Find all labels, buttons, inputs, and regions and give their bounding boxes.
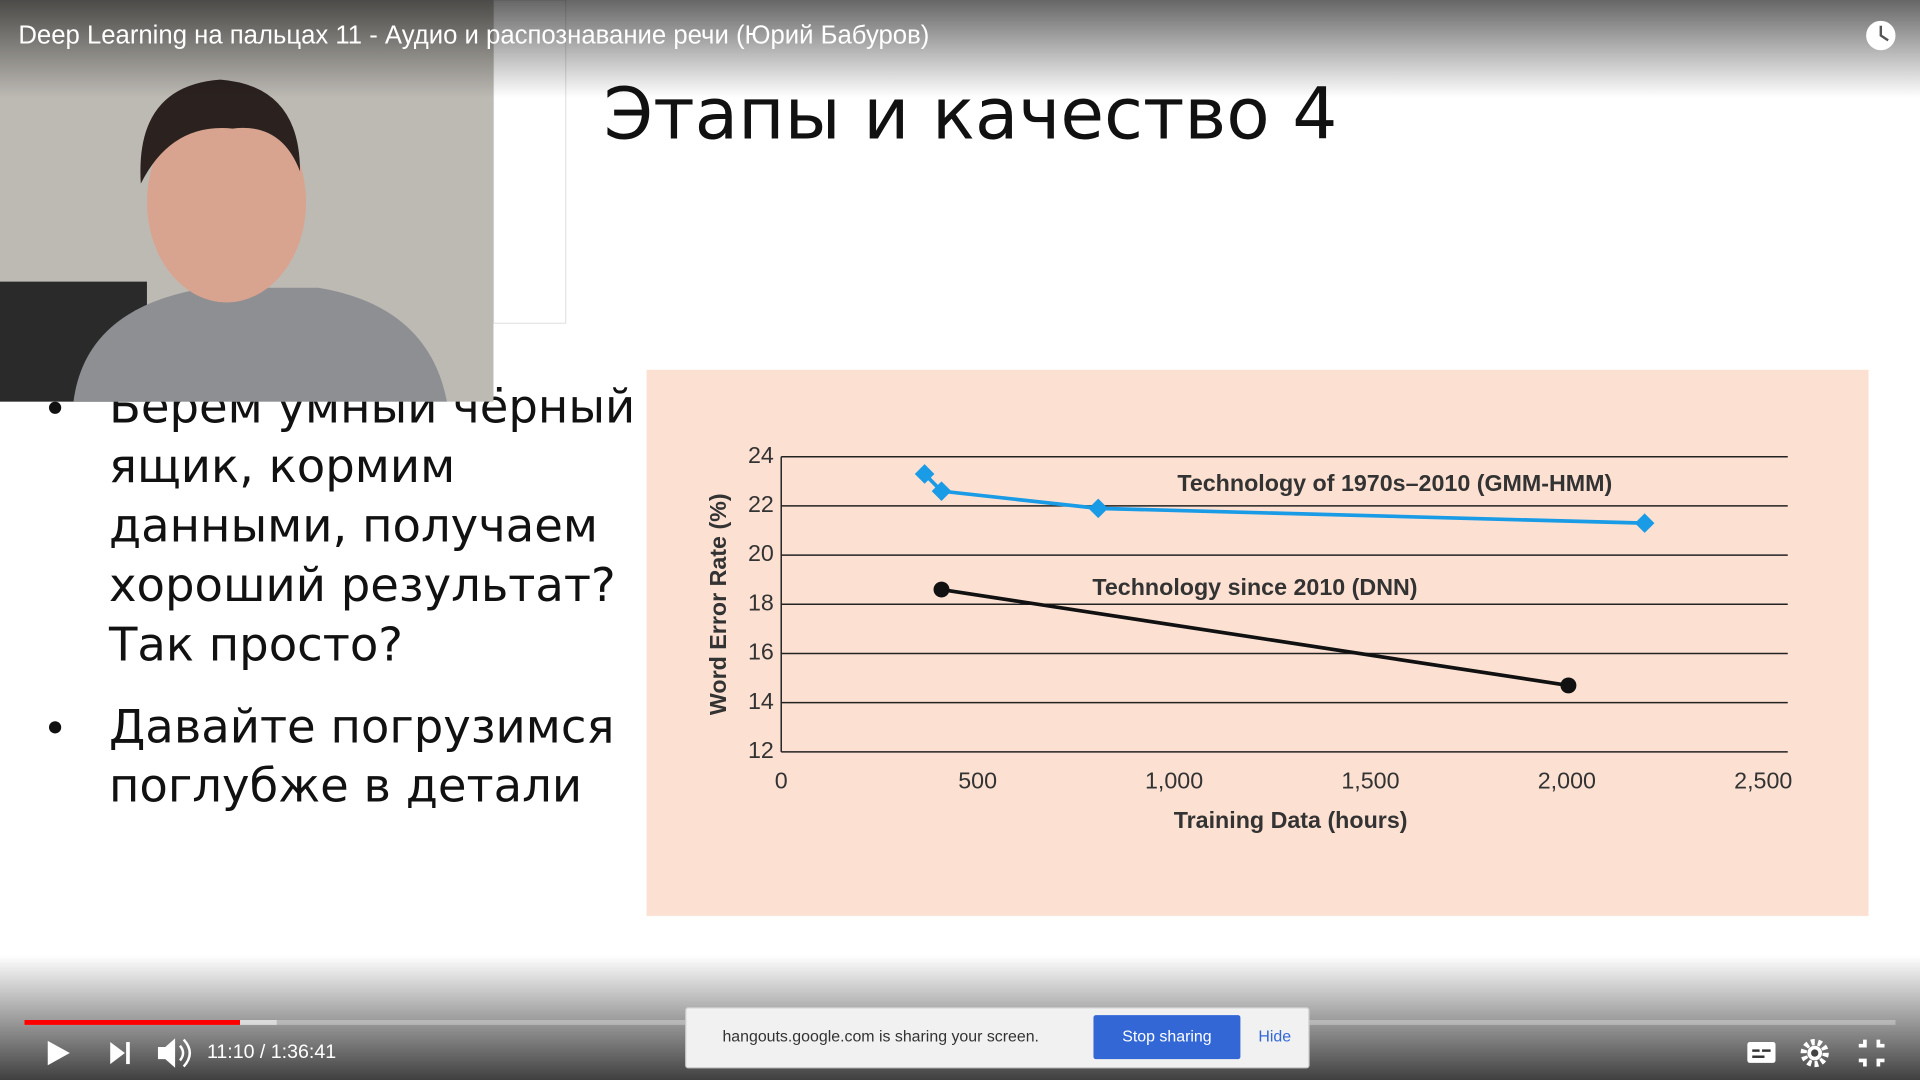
- series-label: Technology since 2010 (DNN): [1092, 574, 1417, 600]
- captions-button[interactable]: [1747, 1042, 1776, 1063]
- x-tick-label: 1,500: [1341, 768, 1399, 794]
- series-label: Technology of 1970s–2010 (GMM-HMM): [1177, 470, 1612, 496]
- bullet-line: поглубже в детали: [109, 759, 582, 813]
- bullet-line: Давайте погрузимся: [109, 699, 614, 753]
- person-face: [146, 101, 307, 303]
- hide-button[interactable]: Hide: [1258, 1028, 1291, 1045]
- y-tick-label: 22: [748, 491, 774, 517]
- progress-buffer: [240, 1020, 277, 1025]
- bullet-line: хороший результат?: [109, 558, 616, 612]
- y-tick-label: 24: [748, 442, 774, 468]
- bullet-line: данными, получаем: [109, 498, 598, 552]
- series-line: [923, 472, 1645, 525]
- person-hair: [140, 79, 300, 184]
- data-point: [914, 464, 935, 484]
- person-shirt: [73, 287, 447, 402]
- y-tick-label: 18: [748, 589, 774, 615]
- time-display: 11:10 / 1:36:41: [207, 1041, 336, 1063]
- settings-button[interactable]: [1800, 1038, 1829, 1068]
- share-bar: hangouts.google.com is sharing your scre…: [685, 1007, 1310, 1069]
- y-axis-label: Word Error Rate (%): [705, 493, 731, 715]
- data-point: [933, 581, 950, 598]
- next-button[interactable]: [110, 1042, 130, 1065]
- chart-bg: [646, 369, 1869, 916]
- y-tick-label: 20: [748, 540, 774, 566]
- y-tick-label: 14: [748, 688, 774, 714]
- x-axis-label: Training Data (hours): [1174, 807, 1408, 833]
- x-tick-label: 2,000: [1538, 768, 1596, 794]
- y-tick-label: 12: [748, 737, 774, 763]
- data-point: [931, 481, 952, 501]
- chart: 12 14 16 18 20 22 24 0 500 1,000 1,500 2,000 2,500 Tr…: [705, 442, 1792, 833]
- share-notice: hangouts.google.com is sharing your scre…: [722, 1028, 1039, 1045]
- x-tick-label: 500: [958, 768, 997, 794]
- play-button[interactable]: [47, 1040, 70, 1066]
- bullet-line: ящик, кормим: [109, 439, 455, 493]
- stop-sharing-button[interactable]: [1093, 1015, 1241, 1060]
- data-point: [1560, 677, 1577, 694]
- watch-later[interactable]: [1866, 20, 1896, 51]
- y-tick-label: 16: [748, 639, 774, 665]
- exit-fullscreen-button[interactable]: [1858, 1039, 1885, 1067]
- x-tick-label: 2,500: [1734, 768, 1792, 794]
- bullet-dot: [48, 721, 62, 734]
- top-gradient: [0, 0, 1920, 98]
- series-line: [941, 587, 1569, 688]
- x-tick-label: 0: [775, 768, 788, 794]
- video-title[interactable]: Deep Learning на пальцах 11 - Аудио и ра…: [18, 22, 929, 50]
- volume-button[interactable]: [157, 1038, 192, 1068]
- progress-played: [24, 1020, 241, 1025]
- bullet-line: Так просто?: [108, 617, 403, 671]
- stop-sharing-label[interactable]: Stop sharing: [1122, 1028, 1211, 1045]
- bullet-dot: [48, 401, 62, 414]
- x-tick-label: 1,000: [1145, 768, 1203, 794]
